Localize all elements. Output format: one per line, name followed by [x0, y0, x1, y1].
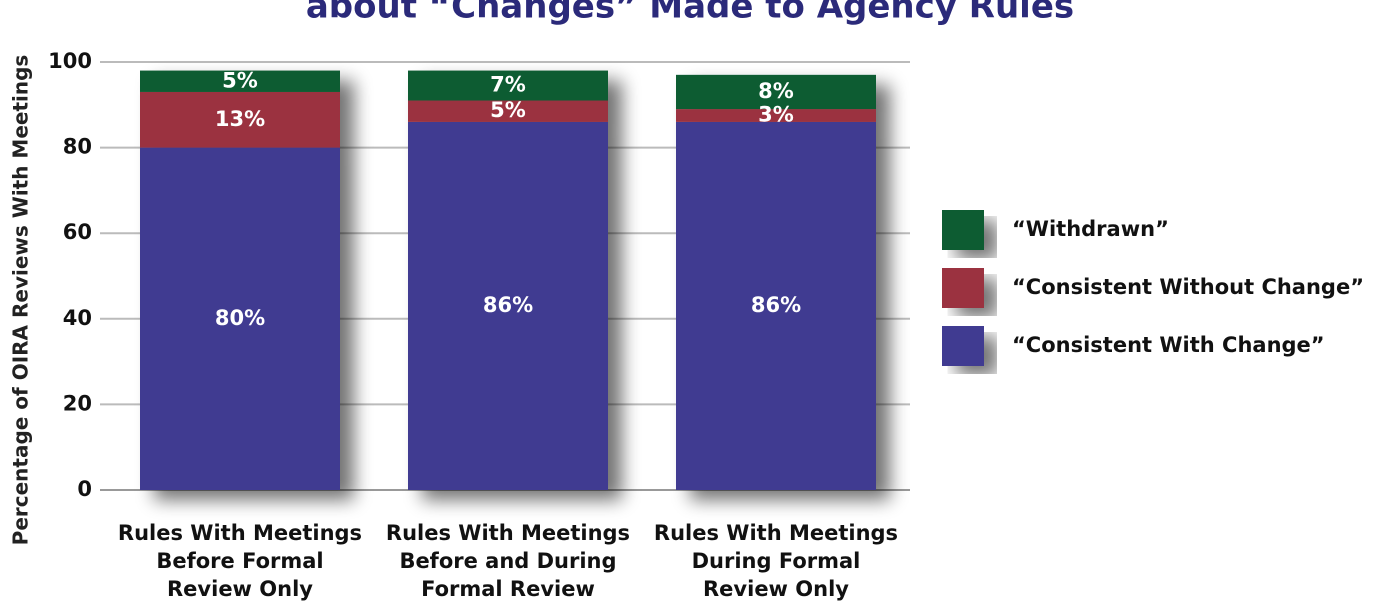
- x-tick-label: During Formal: [692, 549, 861, 573]
- value-label: 86%: [483, 293, 533, 317]
- legend-swatch: [942, 210, 984, 250]
- bar-segment: [140, 91, 340, 148]
- x-tick-label: Before and During: [399, 549, 616, 573]
- x-tick-label: Rules With Meetings: [386, 521, 630, 545]
- bar-segment: [676, 121, 876, 491]
- value-label: 5%: [222, 68, 258, 92]
- x-tick-label: Rules With Meetings: [654, 521, 898, 545]
- value-label: 8%: [758, 79, 794, 103]
- bar-segment: [408, 70, 608, 101]
- bar-stack: [676, 74, 876, 491]
- x-tick-label: Review Only: [703, 577, 849, 601]
- bar-segment: [408, 100, 608, 122]
- value-label: 3%: [758, 103, 794, 127]
- y-tick-label: 80: [63, 135, 92, 159]
- bar-segment: [676, 74, 876, 110]
- bar-stack: [408, 70, 608, 491]
- y-tick-label: 40: [63, 306, 92, 330]
- y-tick-label: 0: [77, 477, 92, 501]
- value-label: 13%: [215, 107, 265, 131]
- legend-swatch: [942, 326, 984, 366]
- bar-segment: [408, 121, 608, 491]
- value-label: 7%: [490, 73, 526, 97]
- chart-title: about “Changes” Made to Agency Rules: [306, 0, 1074, 27]
- x-tick-label: Formal Review: [421, 577, 595, 601]
- legend-swatch: [942, 268, 984, 308]
- bar-segment: [140, 70, 340, 92]
- legend-label: “Consistent Without Change”: [1012, 275, 1364, 299]
- y-tick-label: 100: [48, 49, 92, 73]
- y-tick-label: 60: [63, 220, 92, 244]
- y-axis-label: Percentage of OIRA Reviews With Meetings: [9, 55, 33, 546]
- x-tick-label: Rules With Meetings: [118, 521, 362, 545]
- bar-stack: [140, 70, 340, 490]
- x-tick-label: Review Only: [167, 577, 313, 601]
- x-tick-label: Before Formal: [156, 549, 323, 573]
- bar-segment: [140, 147, 340, 490]
- value-label: 5%: [490, 98, 526, 122]
- value-label: 80%: [215, 306, 265, 330]
- bar-segment: [676, 109, 876, 122]
- y-tick-label: 20: [63, 391, 92, 415]
- legend-label: “Consistent With Change”: [1012, 333, 1325, 357]
- legend-label: “Withdrawn”: [1012, 217, 1169, 241]
- value-label: 86%: [751, 293, 801, 317]
